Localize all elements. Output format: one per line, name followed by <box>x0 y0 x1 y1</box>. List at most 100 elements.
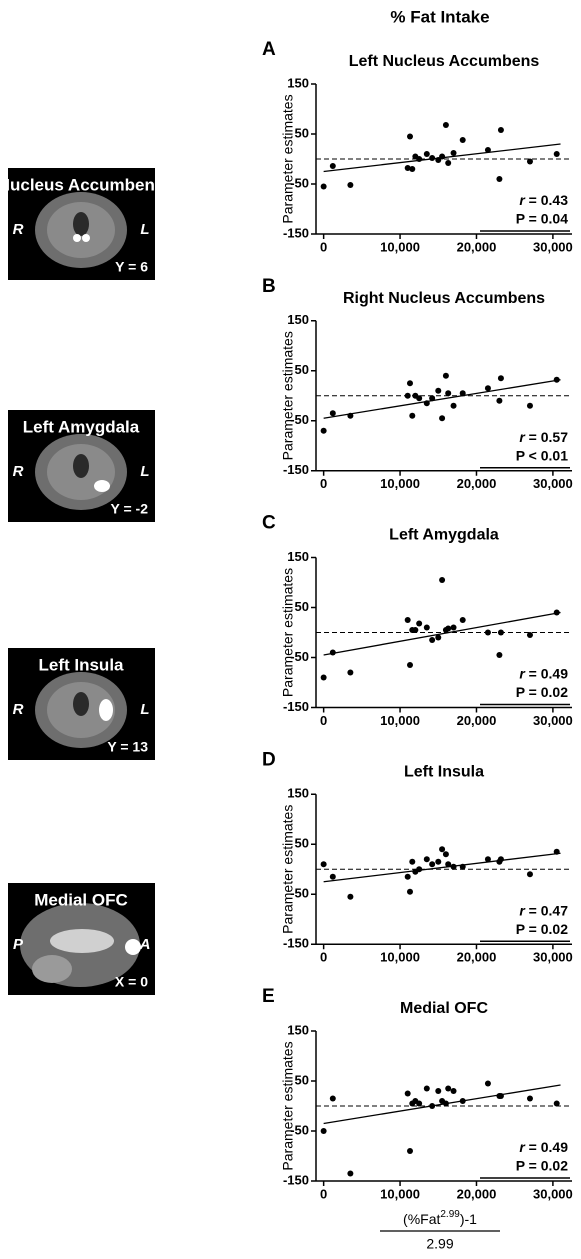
data-point <box>423 400 430 407</box>
data-point <box>445 861 452 868</box>
data-point <box>450 1088 457 1094</box>
r-value: = 0.57 <box>525 428 568 444</box>
data-point <box>406 1148 413 1154</box>
data-point <box>347 182 354 188</box>
r-symbol: r <box>519 1139 526 1155</box>
data-point <box>329 163 336 169</box>
orientation-right: L <box>140 701 149 718</box>
y-tick-label: -50 <box>290 649 309 664</box>
data-point <box>404 165 411 171</box>
x-tick-label: 0 <box>320 239 327 254</box>
x-tick-label: 0 <box>320 476 327 491</box>
r-symbol: r <box>519 428 526 444</box>
panel-letter: C <box>262 513 276 534</box>
data-point <box>442 372 449 379</box>
data-point <box>423 1085 430 1092</box>
x-axis-label-denominator: 2.99 <box>426 1236 453 1252</box>
data-point <box>445 1085 452 1092</box>
data-point <box>439 153 446 160</box>
roi-highlight <box>99 699 113 721</box>
data-point <box>429 1103 436 1109</box>
correlation-stat: r = 0.43 <box>519 192 568 208</box>
data-point <box>347 669 354 676</box>
r-value: = 0.43 <box>525 192 568 208</box>
x-tick-label: 20,000 <box>457 713 497 728</box>
data-point <box>442 1100 449 1107</box>
x-axis-label-numerator: (%Fat2.99)-1 <box>403 1209 477 1227</box>
data-point <box>445 625 452 632</box>
brain-title: Medial OFC <box>34 890 128 909</box>
p-stat: P = 0.02 <box>516 1158 569 1174</box>
chart-title: Medial OFC <box>400 1000 488 1017</box>
data-point <box>320 674 327 681</box>
data-point <box>497 1093 504 1099</box>
x-tick-label: 30,000 <box>533 1186 573 1201</box>
fit-line <box>323 379 561 419</box>
data-point <box>459 1098 466 1104</box>
x-tick-label: 30,000 <box>533 713 573 728</box>
data-point <box>404 392 411 399</box>
chart-title: Left Amygdala <box>389 527 499 544</box>
r-value: = 0.49 <box>525 1139 568 1155</box>
data-point <box>329 649 336 656</box>
data-point <box>553 376 560 383</box>
x-tick-label: 0 <box>320 713 327 728</box>
data-point <box>526 871 533 878</box>
x-tick-label: 0 <box>320 950 327 965</box>
orientation-right: A <box>139 936 151 953</box>
data-point <box>320 1128 327 1134</box>
x-tick-label: 20,000 <box>457 239 497 254</box>
x-tick-label: 10,000 <box>380 239 420 254</box>
data-point <box>320 861 327 868</box>
orientation-right: L <box>140 463 149 480</box>
y-tick-label: -150 <box>283 462 309 477</box>
data-point <box>526 1095 533 1102</box>
data-point <box>496 176 503 182</box>
roi-highlight <box>125 939 141 955</box>
correlation-stat: r = 0.49 <box>519 665 568 681</box>
panel-letter: E <box>262 986 275 1007</box>
data-point <box>406 888 413 895</box>
x-tick-label: 30,000 <box>533 239 573 254</box>
fit-line <box>323 1084 561 1125</box>
chart-title: Left Nucleus Accumbens <box>349 53 540 70</box>
y-tick-label: 50 <box>295 836 309 851</box>
data-point <box>435 858 442 865</box>
roi-highlight <box>94 480 110 492</box>
data-point <box>459 390 466 397</box>
data-point <box>484 147 491 153</box>
data-point <box>459 863 466 870</box>
panel-letter: B <box>262 276 276 297</box>
brain-ventricle <box>73 454 89 478</box>
data-point <box>496 397 503 404</box>
data-point <box>423 624 430 631</box>
p-stat: P = 0.04 <box>516 211 569 227</box>
data-point <box>320 183 327 190</box>
data-point <box>553 151 560 157</box>
y-axis-label: Parameter estimates <box>280 568 296 697</box>
data-point <box>450 863 457 870</box>
fit-line <box>323 611 561 656</box>
x-tick-label: 10,000 <box>380 950 420 965</box>
data-point <box>416 866 423 873</box>
data-point <box>497 127 504 133</box>
y-tick-label: -150 <box>283 936 309 951</box>
label-part: (%Fat <box>403 1211 440 1227</box>
data-point <box>553 609 560 616</box>
data-point <box>409 166 416 172</box>
correlation-stat: r = 0.49 <box>519 1139 568 1155</box>
y-axis-label: Parameter estimates <box>280 1041 296 1170</box>
fit-line <box>323 852 561 883</box>
x-tick-label: 10,000 <box>380 1186 420 1201</box>
y-tick-label: 50 <box>295 1072 309 1087</box>
data-point <box>450 624 457 631</box>
data-point <box>450 402 457 409</box>
data-point <box>409 858 416 865</box>
figure-header: % Fat Intake <box>390 7 489 26</box>
data-point <box>404 617 411 623</box>
data-point <box>526 632 533 638</box>
correlation-stat: r = 0.47 <box>519 902 568 918</box>
chart-title: Left Insula <box>404 763 484 780</box>
data-point <box>412 627 419 633</box>
data-point <box>553 1100 560 1107</box>
